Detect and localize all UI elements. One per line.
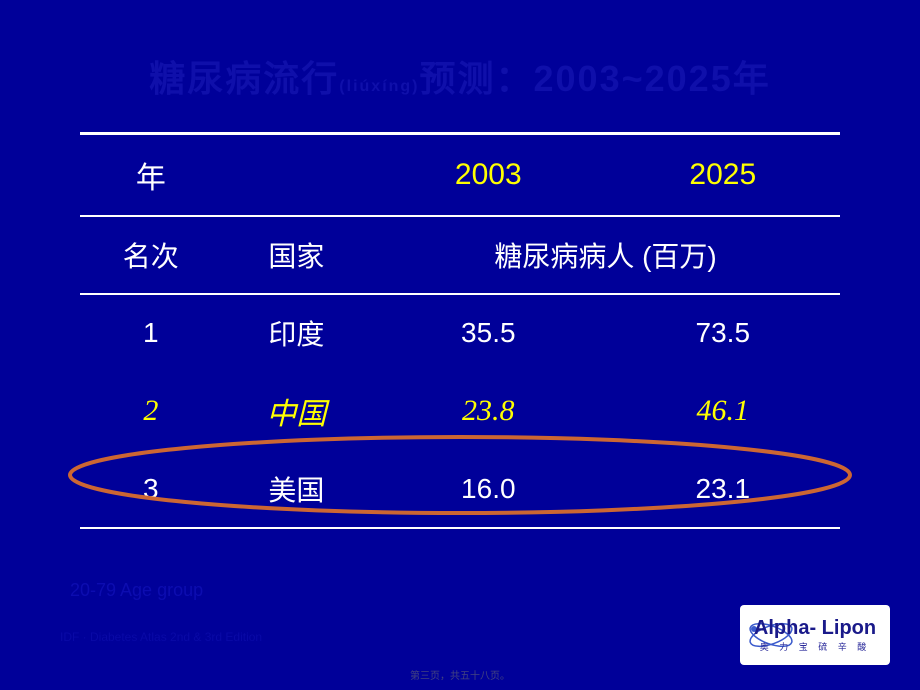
footnote-age-group: 20-79 Age group bbox=[70, 580, 203, 601]
year-2003: 2003 bbox=[371, 134, 605, 217]
table-wrap: 年 2003 2025 名次 国家 糖尿病病人 (百万) 1 印度 35.5 7… bbox=[80, 132, 840, 529]
header-row: 名次 国家 糖尿病病人 (百万) bbox=[80, 216, 840, 294]
year-blank bbox=[222, 134, 371, 217]
footnote-source: IDF · Diabetes Atlas 2nd & 3rd Edition bbox=[60, 630, 262, 644]
cell-country: 美国 bbox=[222, 451, 371, 528]
logo-sub-text: 奥 力 宝 硫 辛 酸 bbox=[760, 640, 871, 653]
cell-rank: 3 bbox=[80, 451, 222, 528]
table-row: 3 美国 16.0 23.1 bbox=[80, 451, 840, 528]
logo-main-text: Alpha- Lipon bbox=[754, 617, 876, 640]
cell-rank: 1 bbox=[80, 294, 222, 371]
brand-logo: Alpha- Lipon 奥 力 宝 硫 辛 酸 bbox=[740, 605, 890, 665]
cell-2003: 35.5 bbox=[371, 294, 605, 371]
header-country: 国家 bbox=[222, 216, 371, 294]
title-part-b: 预测：2003~2025年 bbox=[420, 58, 771, 99]
year-2025: 2025 bbox=[606, 134, 840, 217]
header-patients: 糖尿病病人 (百万) bbox=[371, 216, 840, 294]
table-row: 1 印度 35.5 73.5 bbox=[80, 294, 840, 371]
header-rank: 名次 bbox=[80, 216, 222, 294]
cell-2003: 16.0 bbox=[371, 451, 605, 528]
cell-2025: 73.5 bbox=[606, 294, 840, 371]
cell-country: 中国 bbox=[222, 371, 371, 451]
slide: 糖尿病流行(liúxíng)预测：2003~2025年 年 2003 2025 … bbox=[0, 0, 920, 690]
cell-2003: 23.8 bbox=[371, 371, 605, 451]
slide-title: 糖尿病流行(liúxíng)预测：2003~2025年 bbox=[60, 50, 860, 102]
table-row-highlight: 2 中国 23.8 46.1 bbox=[80, 371, 840, 451]
year-label: 年 bbox=[80, 134, 222, 217]
year-row: 年 2003 2025 bbox=[80, 134, 840, 217]
page-indicator: 第三页，共五十八页。 bbox=[410, 667, 510, 682]
forecast-table: 年 2003 2025 名次 国家 糖尿病病人 (百万) 1 印度 35.5 7… bbox=[80, 132, 840, 529]
cell-country: 印度 bbox=[222, 294, 371, 371]
cell-rank: 2 bbox=[80, 371, 222, 451]
cell-2025: 46.1 bbox=[606, 371, 840, 451]
title-part-a: 糖尿病流行 bbox=[149, 58, 339, 99]
cell-2025: 23.1 bbox=[606, 451, 840, 528]
title-sub: (liúxíng) bbox=[339, 78, 419, 95]
